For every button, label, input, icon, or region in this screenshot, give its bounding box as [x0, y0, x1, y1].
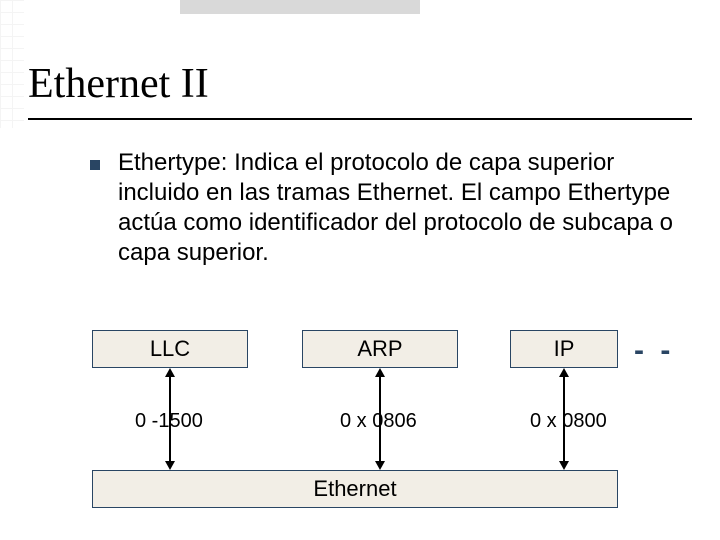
- bullet-text: Ethertype: Indica el protocolo de capa s…: [118, 148, 678, 268]
- field-label-ip: 0 x 0800: [530, 410, 607, 433]
- slide: Ethernet II Ethertype: Indica el protoco…: [0, 0, 720, 540]
- arrow-head-down-icon: [559, 461, 569, 470]
- dash-continuation: - -: [634, 334, 674, 368]
- topbar-decoration: [180, 0, 420, 14]
- box-ip: IP: [510, 330, 618, 368]
- box-llc: LLC: [92, 330, 248, 368]
- title-underline: [28, 118, 692, 120]
- arrow-line: [379, 376, 381, 462]
- arrow-line: [563, 376, 565, 462]
- arrow-line: [169, 376, 171, 462]
- page-title: Ethernet II: [28, 60, 209, 108]
- arrow-head-down-icon: [165, 461, 175, 470]
- ruled-background: [0, 0, 24, 128]
- box-arp: ARP: [302, 330, 458, 368]
- bullet-icon: [90, 160, 100, 170]
- arrow-head-down-icon: [375, 461, 385, 470]
- box-ethernet: Ethernet: [92, 470, 618, 508]
